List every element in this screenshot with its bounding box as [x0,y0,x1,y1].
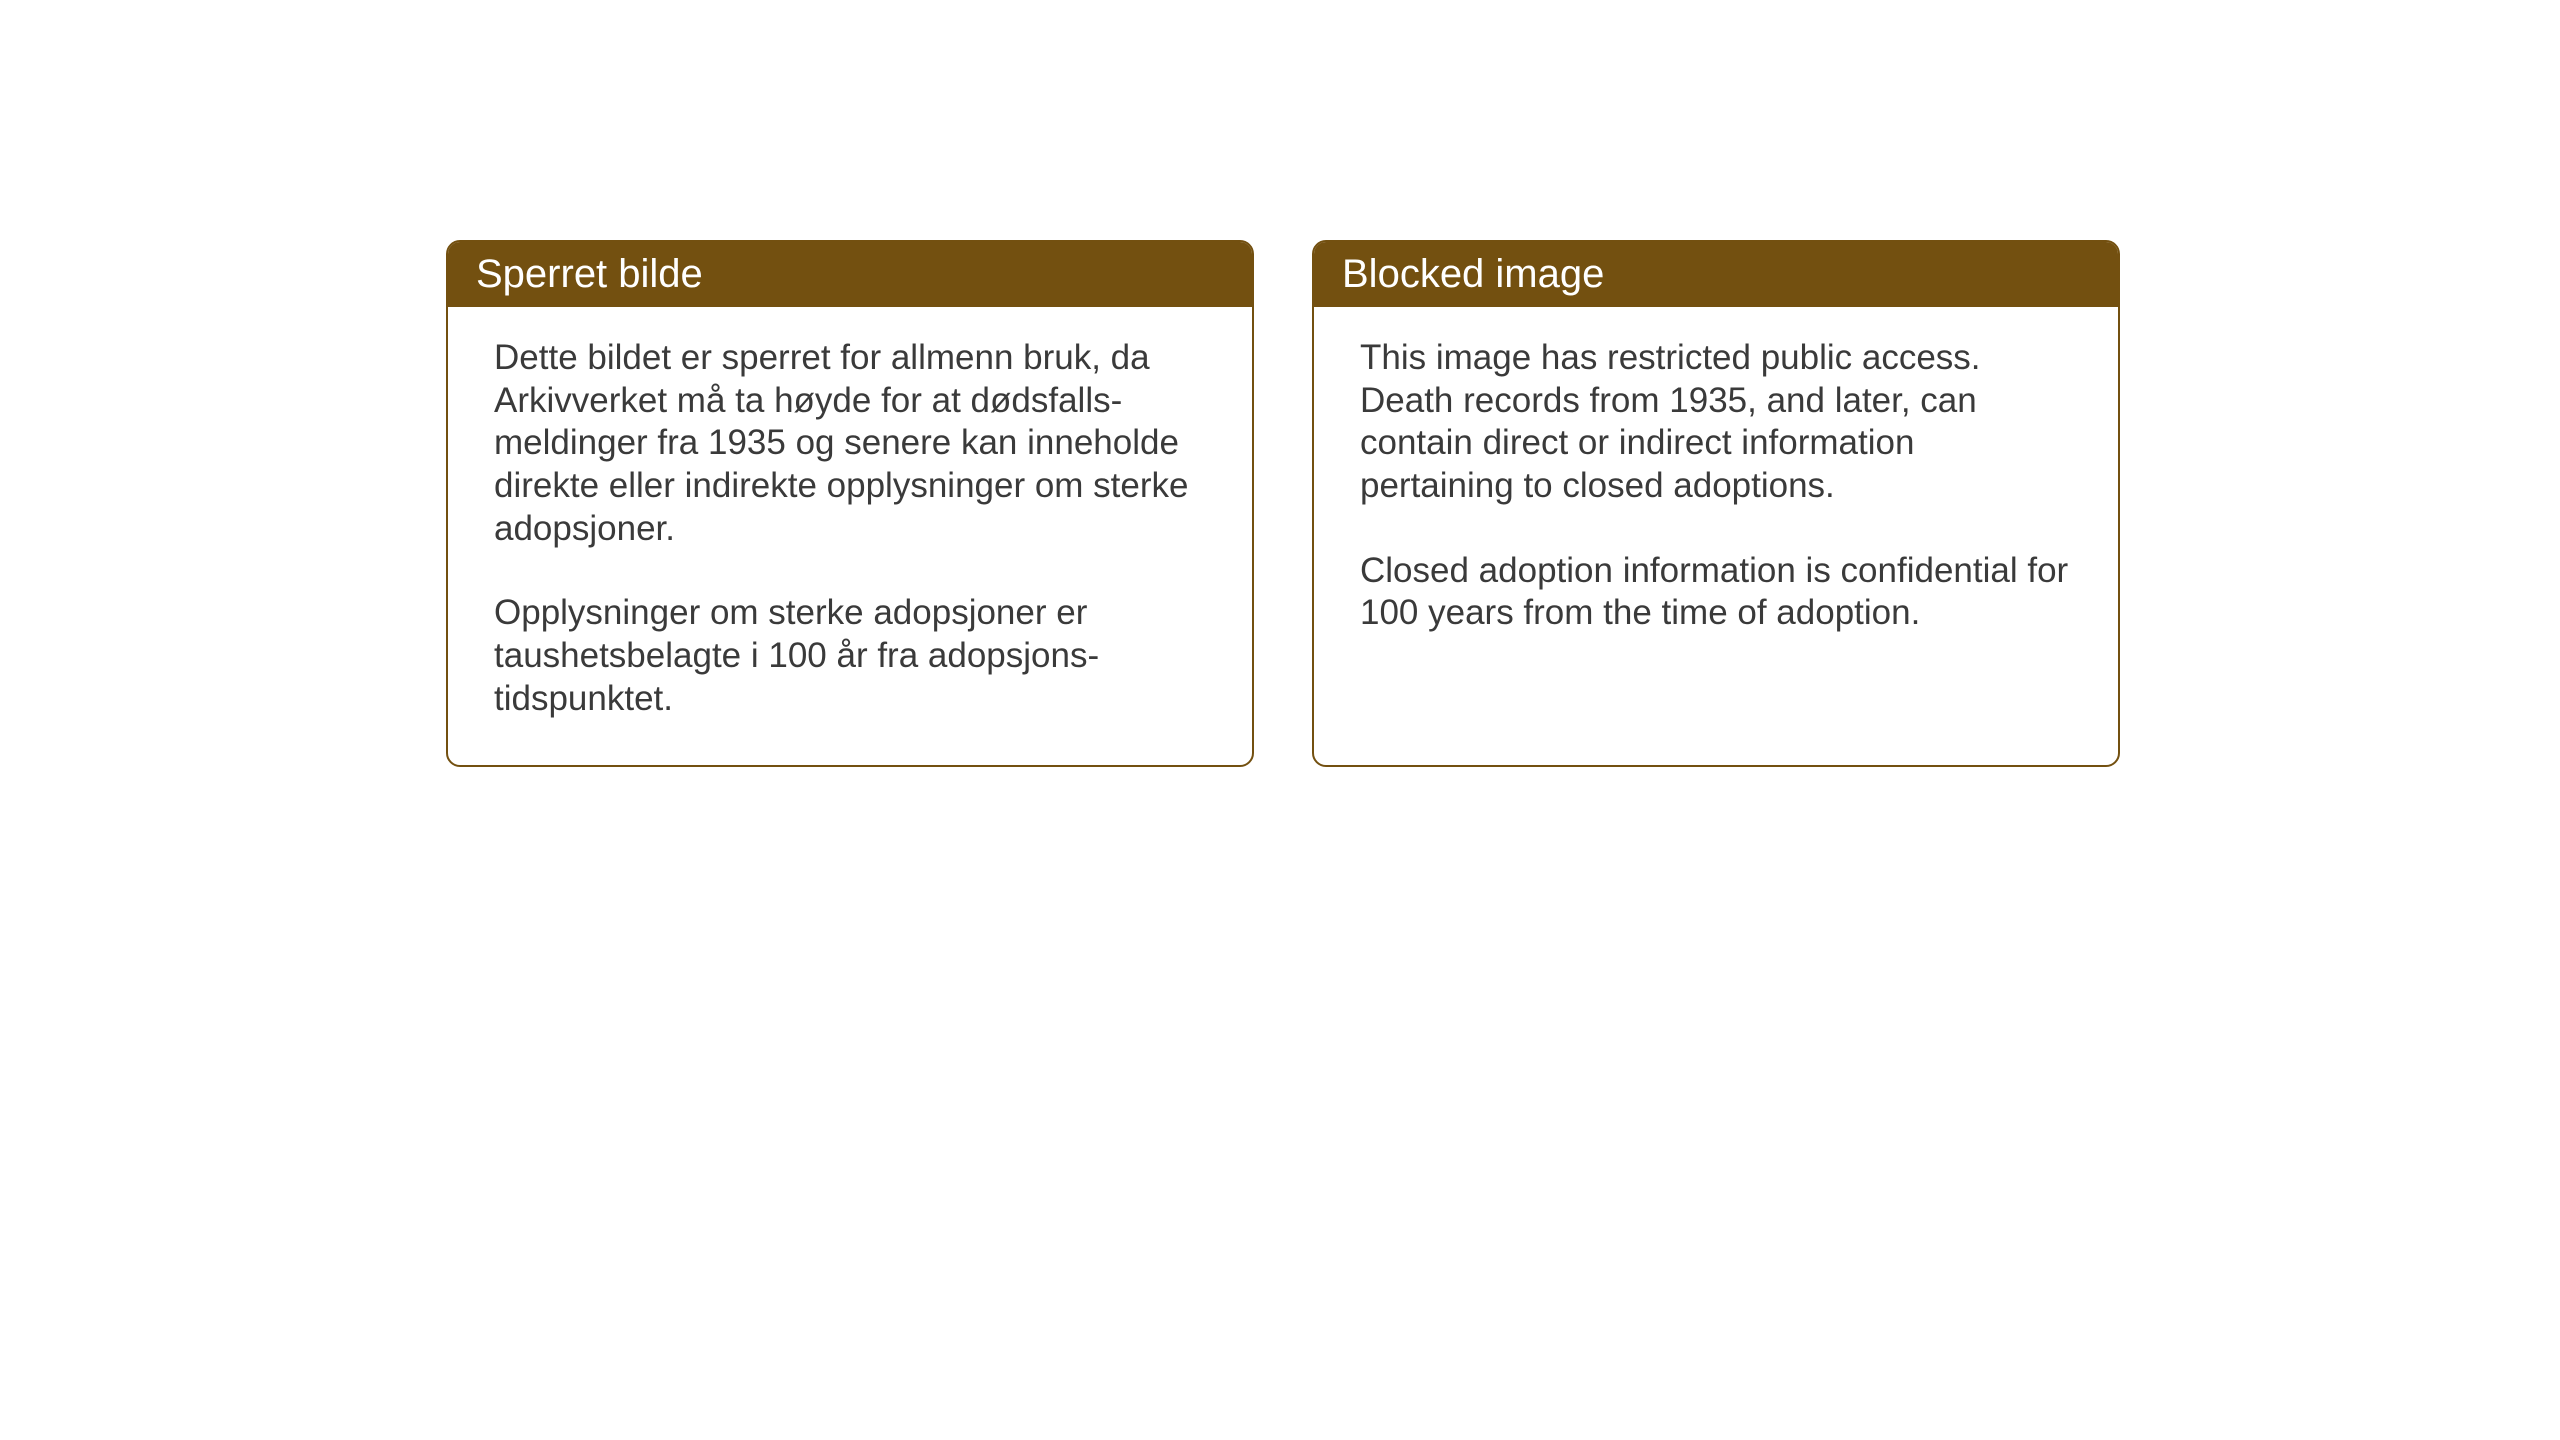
panel-title-english: Blocked image [1342,252,1604,296]
panel-english: Blocked image This image has restricted … [1312,240,2120,767]
panel-paragraph-english-1: This image has restricted public access.… [1360,337,2072,508]
panel-paragraph-norwegian-1: Dette bildet er sperret for allmenn bruk… [494,337,1206,550]
panel-body-english: This image has restricted public access.… [1314,307,2118,737]
panel-title-norwegian: Sperret bilde [476,252,703,296]
panel-paragraph-english-2: Closed adoption information is confident… [1360,550,2072,635]
panel-body-norwegian: Dette bildet er sperret for allmenn bruk… [448,307,1252,765]
panel-header-norwegian: Sperret bilde [448,242,1252,307]
panel-header-english: Blocked image [1314,242,2118,307]
panel-paragraph-norwegian-2: Opplysninger om sterke adopsjoner er tau… [494,592,1206,720]
notice-panels-container: Sperret bilde Dette bildet er sperret fo… [446,240,2120,767]
panel-norwegian: Sperret bilde Dette bildet er sperret fo… [446,240,1254,767]
